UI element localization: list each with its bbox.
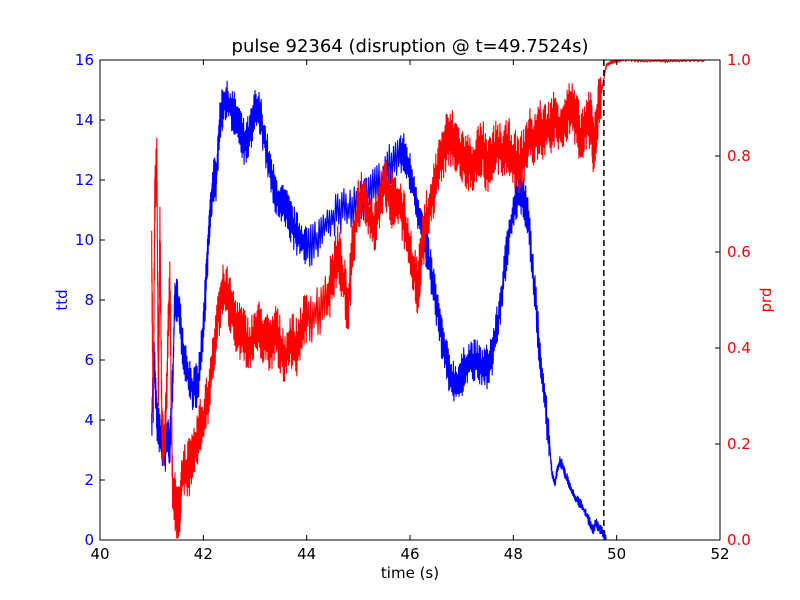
y-right-axis-title: prd	[757, 288, 775, 313]
x-tick-label: 52	[710, 545, 729, 563]
y-left-tick-label: 10	[75, 231, 94, 249]
y-left-tick-label: 4	[84, 411, 94, 429]
y-left-tick-label: 16	[75, 51, 94, 69]
x-tick-label: 46	[400, 545, 419, 563]
y-left-tick-label: 8	[84, 291, 94, 309]
y-left-tick-label: 14	[75, 111, 94, 129]
y-right-tick-label: 0.2	[727, 435, 751, 453]
x-tick-label: 42	[194, 545, 213, 563]
y-left-tick-label: 2	[84, 471, 94, 489]
y-right-tick-label: 0.0	[727, 531, 751, 549]
y-left-tick-label: 6	[84, 351, 94, 369]
y-right-tick-label: 1.0	[727, 51, 751, 69]
plot-area	[151, 60, 705, 540]
y-left-axis-title: ttd	[53, 289, 71, 310]
y-right-tick-label: 0.8	[727, 147, 751, 165]
y-right-tick-label: 0.6	[727, 243, 751, 261]
axes: 40 42 44 46 48 50 5202468101214160.00.20.40.60…	[75, 51, 751, 563]
y-left-tick-label: 0	[84, 531, 94, 549]
series-line-prd	[151, 60, 705, 539]
x-axis-title: time (s)	[381, 564, 439, 582]
x-tick-label: 44	[297, 545, 316, 563]
chart-title: pulse 92364 (disruption @ t=49.7524s)	[232, 36, 589, 57]
y-left-tick-label: 12	[75, 171, 94, 189]
y-right-tick-label: 0.4	[727, 339, 751, 357]
x-tick-label: 40	[90, 545, 109, 563]
x-tick-label: 48	[504, 545, 523, 563]
x-tick-label: 50	[607, 545, 626, 563]
